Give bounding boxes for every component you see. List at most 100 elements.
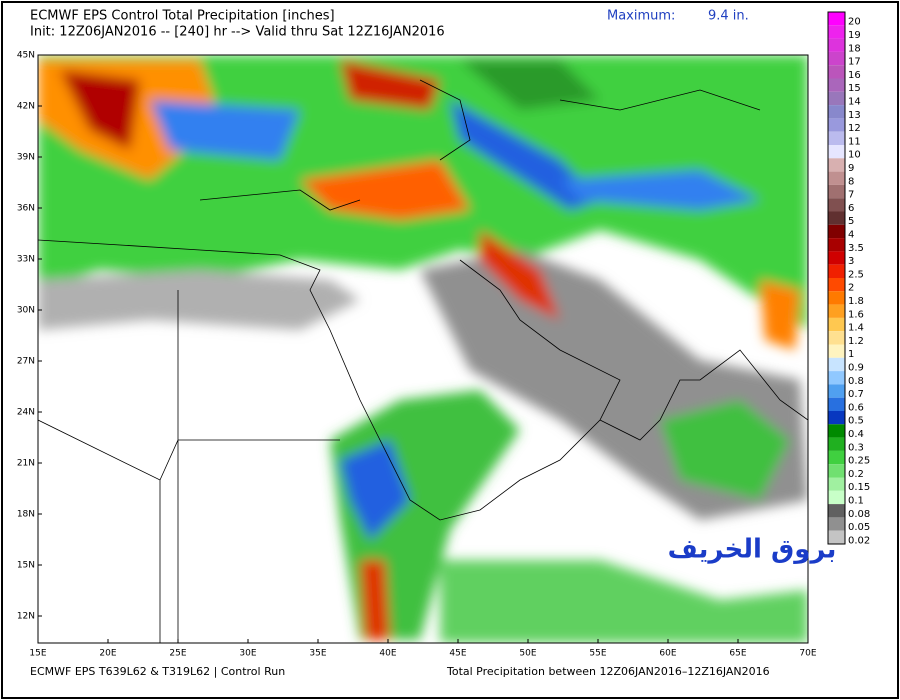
colorbar-label: 14 [848, 96, 861, 107]
colorbar-label: 18 [848, 43, 861, 54]
lon-label: 20E [99, 649, 116, 659]
colorbar-label: 7 [848, 190, 854, 201]
colorbar-label: 10 [848, 150, 861, 161]
footer-left: ECMWF EPS T639L62 & T319L62 | Control Ru… [30, 665, 285, 678]
colorbar-swatch [828, 145, 845, 159]
colorbar-swatch [828, 278, 845, 292]
colorbar-label: 4 [848, 229, 854, 240]
lon-label: 25E [169, 649, 186, 659]
lat-label: 45N [17, 51, 35, 61]
colorbar-swatch [828, 171, 845, 185]
footer-right: Total Precipitation between 12Z06JAN2016… [446, 665, 770, 678]
colorbar-label: 0.1 [848, 495, 864, 506]
colorbar-border [827, 11, 846, 545]
lon-label: 35E [309, 649, 326, 659]
colorbar-swatch [828, 477, 845, 491]
colorbar-swatch [828, 65, 845, 79]
colorbar-label: 20 [848, 17, 861, 28]
colorbar-swatch [828, 371, 845, 385]
lon-label: 70E [799, 649, 816, 659]
lat-label: 12N [17, 612, 35, 622]
subtitle: Init: 12Z06JAN2016 -- [240] hr --> Valid… [30, 25, 445, 40]
colorbar-label: 13 [848, 110, 861, 121]
colorbar-label: 0.25 [848, 456, 870, 467]
colorbar-swatch [828, 238, 845, 252]
colorbar-swatch [828, 291, 845, 305]
colorbar-label: 15 [848, 83, 861, 94]
lat-label: 24N [17, 408, 35, 418]
colorbar-label: 2 [848, 283, 854, 294]
colorbar-label: 6 [848, 203, 854, 214]
colorbar-swatch [828, 344, 845, 358]
colorbar-swatch [828, 384, 845, 398]
colorbar-swatch [828, 264, 845, 278]
colorbar-label: 0.6 [848, 402, 864, 413]
map [38, 55, 808, 643]
colorbar-label: 0.8 [848, 376, 864, 387]
lat-label: 18N [17, 510, 35, 520]
colorbar-swatch [828, 38, 845, 52]
colorbar-swatch [828, 450, 845, 465]
colorbar-label: 0.4 [848, 429, 864, 440]
lat-label: 27N [17, 357, 35, 367]
coastlines [38, 79, 808, 643]
colorbar-swatch [828, 131, 845, 145]
lon-label: 45E [449, 649, 466, 659]
colorbar-swatch [828, 517, 845, 531]
colorbar-swatch [828, 251, 845, 265]
colorbar-swatch [828, 397, 845, 411]
colorbar-swatch [828, 530, 845, 544]
colorbar-swatch [828, 490, 845, 505]
colorbar-label: 16 [848, 70, 861, 81]
maximum-label: Maximum: [607, 9, 675, 24]
lon-label: 55E [589, 649, 606, 659]
colorbar-label: 19 [848, 30, 861, 41]
colorbar-label: 0.5 [848, 416, 864, 427]
colorbar-swatch [828, 184, 845, 199]
map-border [37, 54, 809, 644]
colorbar-swatch [828, 12, 845, 26]
colorbar-label: 8 [848, 176, 854, 187]
colorbar-swatch [828, 464, 845, 478]
colorbar-swatch [828, 78, 845, 92]
colorbar-swatch [828, 51, 845, 66]
colorbar-label: 3.5 [848, 243, 864, 254]
lat-label: 21N [17, 459, 35, 469]
colorbar-swatch [828, 158, 845, 172]
lon-label: 50E [519, 649, 536, 659]
colorbar-swatch [828, 198, 845, 212]
title: ECMWF EPS Control Total Precipitation [i… [30, 9, 335, 24]
coastline [599, 349, 808, 441]
colorbar-label: 17 [848, 57, 861, 68]
colorbar-swatch [828, 331, 845, 345]
lon-label: 40E [379, 649, 396, 659]
colorbar-label: 0.08 [848, 509, 870, 520]
lon-label: 15E [29, 649, 46, 659]
colorbar-swatch [828, 224, 845, 239]
border [38, 290, 340, 643]
colorbar-label: 11 [848, 136, 861, 147]
lat-label: 33N [17, 255, 35, 265]
colorbar-label: 0.9 [848, 362, 864, 373]
colorbar-label: 0.15 [848, 482, 870, 493]
colorbar-swatch [828, 357, 845, 372]
precip-field [38, 55, 808, 643]
colorbar-label: 1.2 [848, 336, 864, 347]
colorbar-label: 1.8 [848, 296, 864, 307]
colorbar-swatch [828, 317, 845, 332]
colorbar-swatch [828, 211, 845, 225]
colorbar-label: 9 [848, 163, 854, 174]
colorbar-swatch [828, 105, 845, 119]
colorbar-swatch [828, 91, 845, 106]
lon-label: 30E [239, 649, 256, 659]
colorbar-swatch [828, 304, 845, 318]
lat-label: 39N [17, 153, 35, 163]
coastline [38, 239, 621, 521]
maximum-value: 9.4 in. [708, 9, 749, 24]
colorbar-swatch [828, 437, 845, 451]
colorbar-label: 5 [848, 216, 854, 227]
colorbar-label: 2.5 [848, 269, 864, 280]
lat-label: 36N [17, 204, 35, 214]
watermark: بروق الخريف [668, 535, 837, 565]
